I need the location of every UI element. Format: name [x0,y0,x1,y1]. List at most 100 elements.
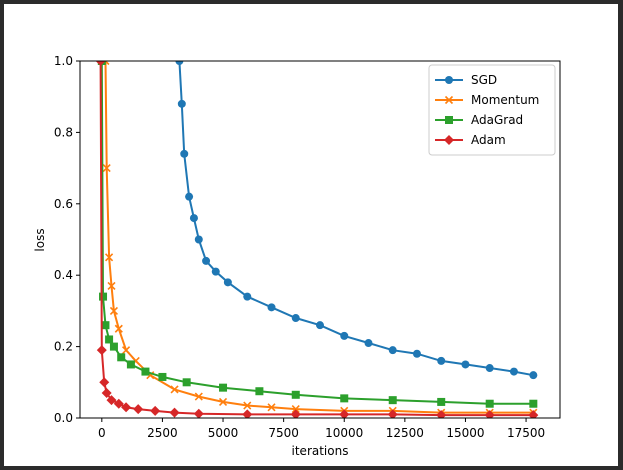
data-point-sgd [509,367,518,376]
data-point-sgd [194,235,203,244]
legend-label: Momentum [471,93,539,107]
data-point-momentum [114,324,123,333]
data-point-momentum [121,346,131,355]
x-tick-label: 2500 [147,426,178,440]
y-tick-label: 0.2 [54,340,73,354]
x-tick-label: 17500 [507,426,545,440]
data-point-adam [106,395,117,406]
data-point-adam [387,409,398,418]
legend-marker-square-icon [445,116,453,124]
legend-label: AdaGrad [471,113,523,127]
x-tick-label: 10000 [325,426,363,440]
data-point-sgd [437,356,446,365]
data-point-adam [121,402,132,413]
data-point-adagrad [126,360,135,369]
data-point-momentum [291,405,300,414]
y-axis-ticks: 0.0 0.2 0.4 0.6 0.8 1.0 [54,54,80,425]
series-line-sgd [178,61,534,377]
plot-area-frame [79,60,561,419]
data-point-sgd [243,292,252,301]
series-layer [95,61,539,418]
data-point-sgd [316,321,324,330]
data-point-adagrad [219,383,228,392]
data-point-adam [99,377,110,388]
x-axis-title: iterations [292,444,349,458]
data-point-adagrad [388,396,397,405]
data-point-adam [169,407,180,418]
chart-frame: 0 2500 5000 7500 10000 12500 15000 17500 0.0 0.2… [4,4,618,466]
data-point-momentum [105,253,114,262]
data-point-adam [528,410,539,418]
legend-item-adam: Adam [435,133,506,147]
data-point-adagrad [101,321,110,330]
data-point-momentum [102,164,111,173]
data-point-momentum [170,385,179,394]
data-point-sgd [388,346,397,355]
data-point-sgd [180,149,189,158]
data-point-sgd [340,331,349,340]
data-point-momentum [109,306,119,315]
data-point-momentum [267,403,276,412]
legend-item-sgd: SGD [435,73,497,87]
data-point-adam [484,410,495,418]
data-point-sgd [364,339,373,348]
x-tick-label: 7500 [268,426,299,440]
series-adagrad [97,61,538,408]
y-tick-label: 0.0 [54,411,73,425]
data-point-adam [113,398,124,409]
x-tick-label: 12500 [386,426,424,440]
y-axis-title: loss [33,228,47,251]
data-point-momentum [218,397,228,407]
data-point-sgd [461,360,470,369]
data-point-sgd [211,267,220,276]
data-point-sgd [485,364,494,373]
data-point-momentum [107,281,116,290]
legend-marker-x-icon [444,95,454,105]
data-point-adam [193,408,204,418]
data-point-sgd [177,99,186,108]
x-tick-label: 0 [98,426,106,440]
legend-label: SGD [471,73,497,87]
data-point-adam [133,404,144,415]
y-tick-label: 0.8 [54,125,73,139]
legend-label: Adam [471,133,506,147]
series-adam [95,61,539,418]
data-point-adagrad [109,342,118,351]
data-point-sgd [529,371,538,380]
legend-box [428,64,556,156]
data-point-adam [96,345,107,356]
data-point-sgd [189,214,198,223]
data-point-adagrad [182,378,191,387]
data-point-adagrad [117,353,126,362]
legend-item-momentum: Momentum [435,93,539,107]
data-point-adam [290,409,301,418]
data-point-adam [95,61,106,66]
data-point-adagrad [105,335,114,344]
data-point-adam [150,405,161,416]
data-point-adagrad [158,372,167,381]
data-point-adagrad [99,292,108,301]
legend: SGD Momentum AdaGrad Adam [428,64,556,156]
data-point-sgd [412,349,421,358]
data-point-adagrad [529,399,538,408]
x-tick-label: 15000 [446,426,484,440]
x-axis-ticks: 0 2500 5000 7500 10000 12500 15000 17500 [98,418,545,440]
data-point-sgd [185,192,194,201]
data-point-momentum [243,401,252,410]
data-point-momentum [194,392,203,401]
data-point-sgd [291,314,300,323]
data-point-adagrad [485,399,494,408]
y-tick-label: 0.6 [54,197,73,211]
legend-item-adagrad: AdaGrad [435,113,523,127]
y-tick-label: 0.4 [54,268,73,282]
x-tick-label: 5000 [208,426,239,440]
data-point-sgd [223,278,232,287]
legend-marker-circle-icon [445,76,453,84]
loss-chart: 0 2500 5000 7500 10000 12500 15000 17500 0.0 0.2… [33,54,561,458]
series-line-momentum [104,61,534,414]
data-point-sgd [267,303,276,312]
data-point-adam [436,410,447,418]
data-point-adagrad [340,394,349,403]
data-point-sgd [175,61,184,65]
data-point-adam [339,409,350,418]
